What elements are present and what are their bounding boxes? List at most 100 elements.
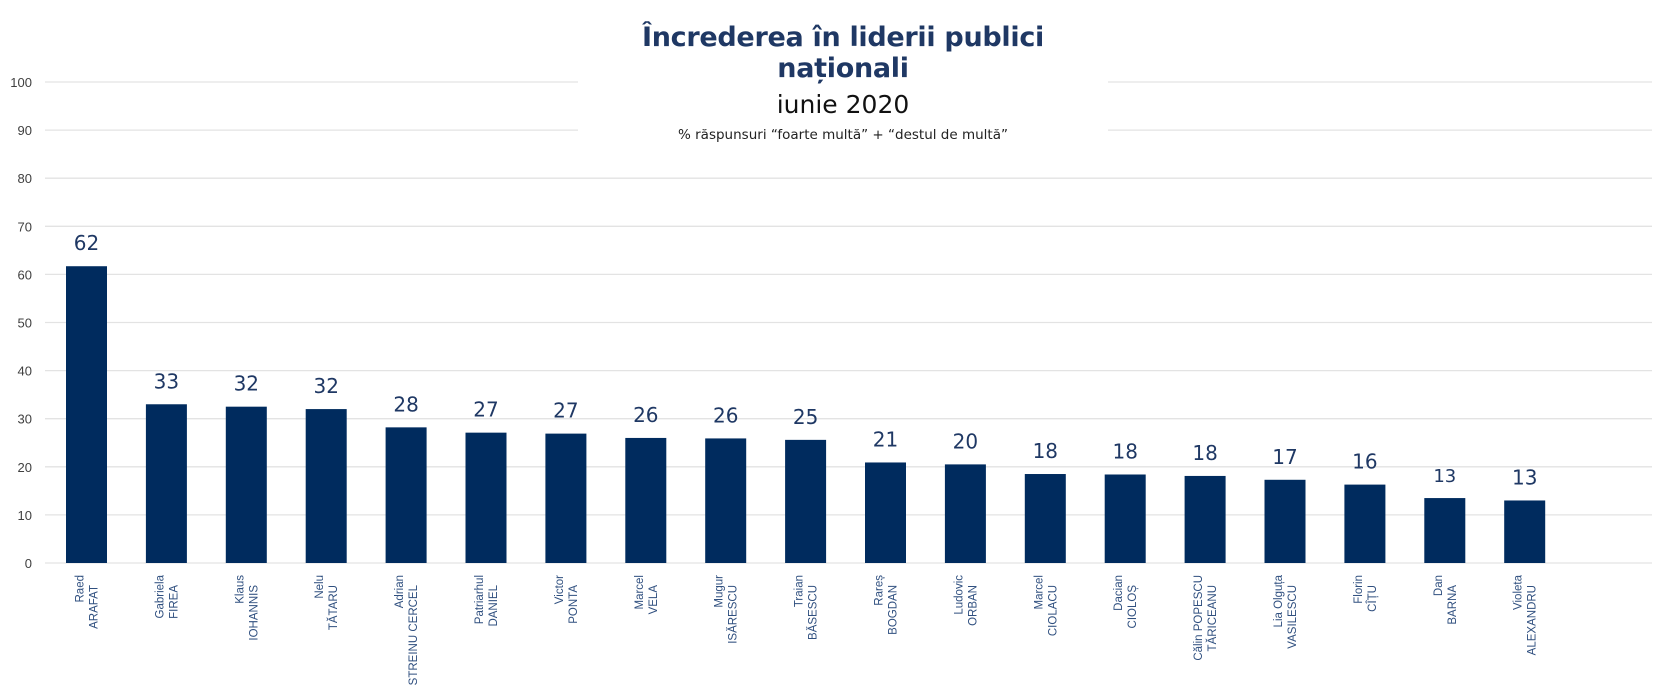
x-tick-label: Traian BĂSESCU [794,575,820,640]
bar [1504,500,1546,563]
bar [1104,474,1146,563]
bar [66,266,107,563]
y-tick-label: 30 [18,412,32,427]
x-tick-label: Raed ARAFAT [75,575,101,629]
x-tick-label: Dan BARNA [1433,575,1459,625]
gridlines [45,81,1652,564]
bar [705,438,747,563]
x-tick-label: Lia Olguța VASILESCU [1273,574,1299,648]
x-tick-label: Rareș BOGDAN [874,575,900,635]
x-tick-label-line1: Gabriela [154,574,166,618]
x-tick-label-line2: STREINU CERCEL [408,584,420,685]
bar [1344,484,1386,563]
y-tick-label: 100 [10,75,32,90]
y-tick-label: 20 [18,460,32,475]
data-label: 26 [633,403,658,427]
y-tick-label: 60 [18,267,32,282]
x-tick-label: Ludovic ORBAN [953,575,979,626]
x-tick-label: Violeta ALEXANDRU [1513,574,1539,655]
data-label: 28 [393,392,418,416]
x-tick-label-line1: Lia Olguța [1273,574,1285,627]
x-tick-label-line2: BARNA [1447,585,1459,625]
bar [1184,475,1226,563]
x-tick-label-line1: Traian [794,575,806,607]
x-tick-label-line2: CIOLOȘ [1127,585,1139,629]
x-tick-label-line1: Dan [1433,575,1445,596]
x-tick-label: Călin POPESCU TĂRICEANU [1193,575,1219,661]
x-tick-label-line2: BOGDAN [888,585,900,635]
x-tick-label-line2: TĂTARU [327,585,340,630]
bar [225,406,267,563]
x-tick-label-line2: PONTA [568,585,580,624]
y-tick-label: 10 [18,508,32,523]
y-tick-label: 40 [18,364,32,379]
x-tick-label-line1: Ludovic [953,575,965,615]
x-tick-label-line1: Raed [75,575,87,603]
data-label: 27 [553,399,578,423]
bar [785,439,827,563]
bars [66,266,1546,563]
data-label: 27 [473,398,498,422]
bar [1264,479,1306,563]
x-tick-label-line1: Klaus [234,575,246,604]
data-label: 32 [234,372,259,396]
data-label: 18 [1033,439,1058,463]
x-tick-label-line2: ALEXANDRU [1527,585,1539,655]
x-tick-label-line1: Rareș [874,575,886,606]
bar [145,404,187,563]
x-tick-label: Nelu TĂTARU [314,575,340,630]
bar [305,409,347,563]
y-tick-label: 80 [18,171,32,186]
data-label: 21 [873,427,898,451]
x-tick-label-line1: Călin POPESCU [1193,575,1205,661]
x-tick-label: Gabriela FIREA [154,574,180,618]
x-tick-label-line1: Mugur [714,575,726,608]
data-label: 25 [793,405,818,429]
x-tick-label-line2: ISĂRESCU [727,585,740,644]
x-tick-label-line2: IOHANNIS [248,585,260,641]
x-tick-label-line2: VELA [648,585,660,615]
x-tick-label: Florin CÎȚU [1353,575,1379,612]
chart-title-block: Încrederea în liderii publici naționali … [578,10,1108,143]
x-tick-label-line1: Violeta [1513,574,1525,610]
data-labels: 62 33 32 32 28 27 27 26 26 25 21 20 18 18 18 17 16 13 13 [74,231,1538,489]
y-tick-label: 70 [18,219,32,234]
x-tick-label-line1: Victor [554,575,566,604]
bar [545,433,587,563]
x-tick-label-line1: Florin [1353,575,1365,604]
data-label: 13 [1433,466,1456,487]
y-tick-label: 90 [18,123,32,138]
x-tick-label-line2: BĂSESCU [807,585,820,640]
data-label: 16 [1352,450,1377,474]
x-tick-label: Dacian CIOLOȘ [1113,575,1139,628]
bar [944,464,986,563]
data-label: 17 [1272,445,1297,469]
y-tick-label: 50 [18,316,32,331]
x-tick-label: Marcel VELA [634,575,660,614]
x-tick-label: Adrian STREINU CERCEL [394,575,420,685]
data-label: 33 [154,369,179,393]
x-tick-label-line2: ORBAN [967,585,979,626]
x-axis-labels: Raed ARAFAT Gabriela FIREA Klaus IOHANNIS Nelu… [75,574,1539,685]
x-tick-label-line1: Nelu [314,575,326,599]
bar [465,432,507,563]
data-label: 18 [1192,441,1217,465]
data-label: 18 [1112,439,1137,463]
x-tick-label-line2: CÎȚU [1366,585,1379,612]
chart-note: % răspunsuri “foarte multă” + “destul de… [678,127,1008,143]
chart-subtitle: iunie 2020 [776,90,910,119]
bar [1024,474,1066,563]
data-label: 13 [1512,465,1537,489]
x-tick-label: Victor PONTA [554,575,580,624]
x-tick-label-line2: FIREA [168,585,180,619]
bar [1424,498,1466,563]
x-tick-label-line2: ARAFAT [89,585,101,629]
y-axis-ticks: 0 10 20 30 40 50 60 70 80 90 100 [10,75,32,571]
data-label: 32 [313,374,338,398]
x-tick-label-line2: VASILESCU [1287,585,1299,649]
bar [625,437,667,563]
data-label: 26 [713,403,738,427]
x-tick-label-line1: Patriarhul [474,575,486,624]
x-tick-label-line2: DANIEL [488,584,500,626]
data-label: 62 [74,231,99,255]
